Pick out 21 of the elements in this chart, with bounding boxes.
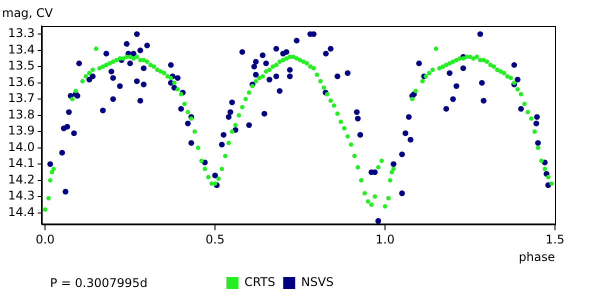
x-tick-label: 0.5 — [206, 232, 225, 247]
y-tick-label: 14.1 — [8, 156, 35, 170]
text: P = 0.3007995d — [50, 276, 148, 290]
y-tick-label: 14.4 — [8, 204, 35, 219]
y-tick-label: 13.3 — [8, 26, 35, 40]
x-tick-label: 1.0 — [375, 232, 395, 247]
y-tick-label: 13.7 — [8, 91, 35, 106]
y-axis-title: mag, CV — [2, 6, 54, 20]
y-tick-label: 13.9 — [8, 124, 35, 138]
legend-label: CRTS — [244, 275, 276, 290]
y-tick-label: 13.6 — [8, 74, 35, 89]
y-tick-label: 13.8 — [8, 107, 35, 122]
y-tick-label: 13.4 — [8, 42, 35, 56]
y-tick-label: 14.2 — [8, 172, 35, 186]
x-axis-title: phase — [518, 250, 555, 264]
x-tick-label: 0.0 — [36, 232, 55, 247]
y-tick-label: 14.3 — [8, 188, 35, 203]
legend-label: NSVS — [301, 275, 334, 290]
y-tick-label: 13.5 — [8, 58, 35, 73]
x-tick-label: 1.5 — [545, 232, 565, 247]
y-tick-label: 14.0 — [8, 140, 35, 154]
